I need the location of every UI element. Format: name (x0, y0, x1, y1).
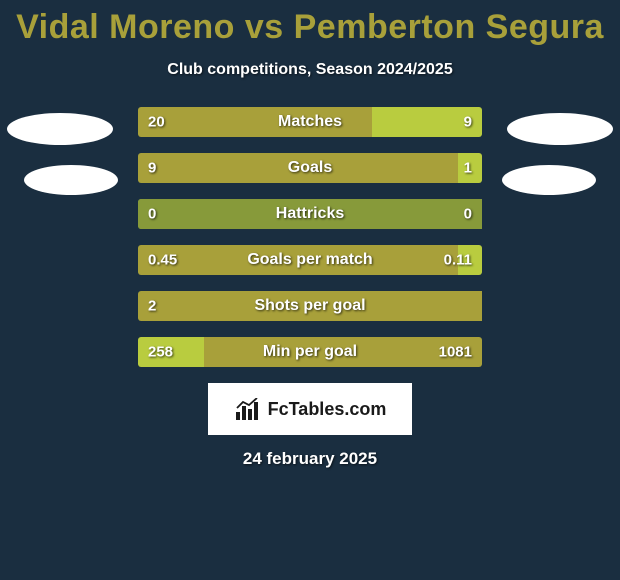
stat-value-left: 0.45 (148, 252, 177, 269)
stat-bars: Matches 20 9 Goals 9 1 Hattricks 0 0 Goals per ma… (138, 107, 482, 367)
stat-bar-row: Hattricks 0 0 (138, 199, 482, 229)
source-logo: FcTables.com (208, 383, 412, 435)
stat-label: Hattricks (276, 205, 344, 223)
stat-value-right: 9 (464, 114, 472, 131)
stat-value-right: 0 (464, 206, 472, 223)
stat-bar-row: Min per goal 258 1081 (138, 337, 482, 367)
stat-label: Goals per match (247, 251, 372, 269)
stat-value-left: 20 (148, 114, 165, 131)
logo-text: FcTables.com (268, 399, 387, 420)
player1-avatar-bottom (24, 165, 118, 195)
player2-avatar-top (507, 113, 613, 145)
stat-value-left: 2 (148, 298, 156, 315)
stat-value-left: 258 (148, 344, 173, 361)
player2-avatar-bottom (502, 165, 596, 195)
stat-value-right: 1081 (439, 344, 472, 361)
stat-value-right: 0.11 (444, 252, 472, 269)
stat-value-left: 9 (148, 160, 156, 177)
stat-bar-row: Matches 20 9 (138, 107, 482, 137)
player1-avatar-top (7, 113, 113, 145)
stat-bar-row: Shots per goal 2 (138, 291, 482, 321)
comparison-area: Matches 20 9 Goals 9 1 Hattricks 0 0 Goals per ma… (0, 107, 620, 367)
stat-value-left: 0 (148, 206, 156, 223)
chart-icon (234, 398, 262, 420)
stat-label: Shots per goal (254, 297, 365, 315)
stat-label: Goals (288, 159, 332, 177)
stat-value-right: 1 (464, 160, 472, 177)
stat-bar-row: Goals 9 1 (138, 153, 482, 183)
stat-label: Matches (278, 113, 342, 131)
stat-bar-row: Goals per match 0.45 0.11 (138, 245, 482, 275)
subtitle: Club competitions, Season 2024/2025 (0, 61, 620, 79)
date-label: 24 february 2025 (0, 449, 620, 469)
page-title: Vidal Moreno vs Pemberton Segura (0, 0, 620, 47)
stat-label: Min per goal (263, 343, 357, 361)
